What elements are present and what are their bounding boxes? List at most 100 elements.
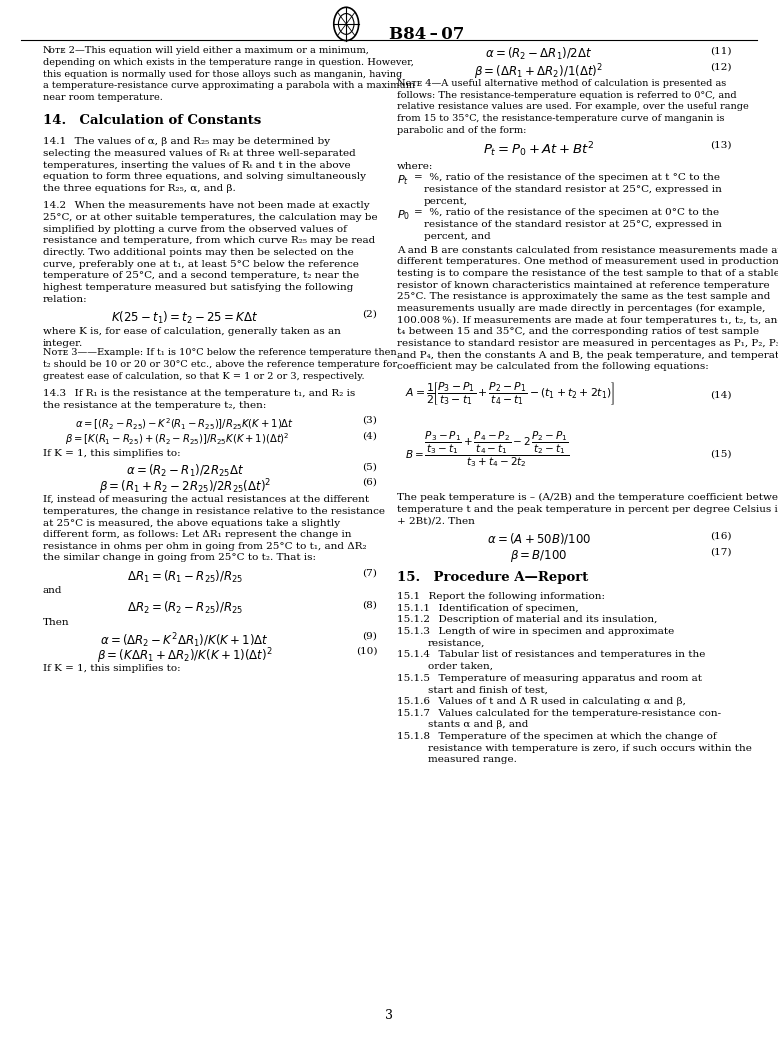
Text: B84 – 07: B84 – 07 [389,26,464,43]
Text: relative resistance values are used. For example, over the useful range: relative resistance values are used. For… [397,102,748,111]
Text: $K(25 - t_1) = t_2 - 25 = K\Delta t$: $K(25 - t_1) = t_2 - 25 = K\Delta t$ [111,310,259,326]
Text: temperature t and the peak temperature in percent per degree Celsius is (A: temperature t and the peak temperature i… [397,505,778,513]
Text: testing is to compare the resistance of the test sample to that of a stable: testing is to compare the resistance of … [397,269,778,278]
Text: (8): (8) [363,600,377,609]
Text: ᴏᴛᴇ 2—This equation will yield either a maximum or a minimum,: ᴏᴛᴇ 2—This equation will yield either a … [49,46,369,55]
Text: different temperatures. One method of measurement used in production: different temperatures. One method of me… [397,257,778,266]
Text: $P_0$: $P_0$ [397,208,410,222]
Text: $P_t = P_0 + At + Bt^2$: $P_t = P_0 + At + Bt^2$ [483,141,594,159]
Text: simplified by plotting a curve from the observed values of: simplified by plotting a curve from the … [43,225,347,234]
Text: $\alpha = (\Delta R_2 - K^2\Delta R_1)/K(K+1)\Delta t$: $\alpha = (\Delta R_2 - K^2\Delta R_1)/K… [100,632,269,651]
Text: (7): (7) [363,568,377,578]
Text: 14.3  If R₁ is the resistance at the temperature t₁, and R₂ is: 14.3 If R₁ is the resistance at the temp… [43,389,355,398]
Text: resistance of the standard resistor at 25°C, expressed in: resistance of the standard resistor at 2… [424,185,722,194]
Text: measurements usually are made directly in percentages (for example,: measurements usually are made directly i… [397,304,765,313]
Text: different form, as follows: Let ΔR₁ represent the change in: different form, as follows: Let ΔR₁ repr… [43,530,352,539]
Text: near room temperature.: near room temperature. [43,93,163,102]
Text: temperatures, the change in resistance relative to the resistance: temperatures, the change in resistance r… [43,507,385,516]
Text: resistance in ohms per ohm in going from 25°C to t₁, and ΔR₂: resistance in ohms per ohm in going from… [43,541,366,551]
Text: + 2Bt)/2. Then: + 2Bt)/2. Then [397,516,475,526]
Text: follows: The resistance-temperature equation is referred to 0°C, and: follows: The resistance-temperature equa… [397,91,737,100]
Text: 15.1.1  Identification of specimen,: 15.1.1 Identification of specimen, [397,604,578,613]
Text: resistance and temperature, from which curve R₂₅ may be read: resistance and temperature, from which c… [43,236,375,246]
Text: the similar change in going from 25°C to t₂. That is:: the similar change in going from 25°C to… [43,554,316,562]
Text: stants α and β, and: stants α and β, and [428,720,528,730]
Text: (14): (14) [710,390,731,399]
Text: $\beta = (K\Delta R_1 + \Delta R_2)/K(K+1)(\Delta t)^2$: $\beta = (K\Delta R_1 + \Delta R_2)/K(K+… [97,646,273,666]
Text: from 15 to 35°C, the resistance-temperature curve of manganin is: from 15 to 35°C, the resistance-temperat… [397,113,724,123]
Text: $\beta = (\Delta R_1 + \Delta R_2)/1(\Delta t)^2$: $\beta = (\Delta R_1 + \Delta R_2)/1(\De… [475,62,604,82]
Text: curve, preferably one at t₁, at least 5°C below the reference: curve, preferably one at t₁, at least 5°… [43,259,359,269]
Text: a temperature-resistance curve approximating a parabola with a maximum: a temperature-resistance curve approxima… [43,81,415,91]
Text: (15): (15) [710,450,731,459]
Text: If K = 1, this simplifies to:: If K = 1, this simplifies to: [43,449,180,458]
Text: $\beta = (R_1 + R_2 - 2R_{25})/2R_{25}(\Delta t)^2$: $\beta = (R_1 + R_2 - 2R_{25})/2R_{25}(\… [99,478,271,498]
Text: resistance with temperature is zero, if such occurs within the: resistance with temperature is zero, if … [428,743,752,753]
Text: resistance to standard resistor are measured in percentages as P₁, P₂, P₃,: resistance to standard resistor are meas… [397,339,778,348]
Text: 25°C. The resistance is approximately the same as the test sample and: 25°C. The resistance is approximately th… [397,293,770,301]
Text: equation to form three equations, and solving simultaneously: equation to form three equations, and so… [43,172,366,181]
Text: temperature of 25°C, and a second temperature, t₂ near the: temperature of 25°C, and a second temper… [43,272,359,280]
Text: resistor of known characteristics maintained at reference temperature: resistor of known characteristics mainta… [397,281,769,289]
Text: resistance of the standard resistor at 25°C, expressed in: resistance of the standard resistor at 2… [424,220,722,229]
Text: 15.1.3  Length of wire in specimen and approximate: 15.1.3 Length of wire in specimen and ap… [397,627,674,636]
Text: $\Delta R_1 = (R_1 - R_{25})/R_{25}$: $\Delta R_1 = (R_1 - R_{25})/R_{25}$ [127,568,243,585]
Text: 100.008 %). If measurements are made at four temperatures t₁, t₂, t₃, and: 100.008 %). If measurements are made at … [397,315,778,325]
Text: (16): (16) [710,531,731,540]
Text: and P₄, then the constants A and B, the peak temperature, and temperature: and P₄, then the constants A and B, the … [397,351,778,359]
Text: 14.1  The values of α, β and R₂₅ may be determined by: 14.1 The values of α, β and R₂₅ may be d… [43,137,330,147]
Text: and: and [43,586,62,595]
Text: $\Delta R_2 = (R_2 - R_{25})/R_{25}$: $\Delta R_2 = (R_2 - R_{25})/R_{25}$ [127,600,243,616]
Text: (12): (12) [710,62,731,72]
Text: $A = \dfrac{1}{2}\!\left[\dfrac{P_3 - P_1}{t_3 - t_1} + \dfrac{P_2 - P_1}{t_4 - : $A = \dfrac{1}{2}\!\left[\dfrac{P_3 - P_… [405,380,615,407]
Text: integer.: integer. [43,339,83,348]
Text: temperatures, inserting the values of Rₜ and t in the above: temperatures, inserting the values of Rₜ… [43,160,350,170]
Text: 15.1.6  Values of t and Δ R used in calculating α and β,: 15.1.6 Values of t and Δ R used in calcu… [397,696,685,706]
Text: this equation is normally used for those alloys such as manganin, having: this equation is normally used for those… [43,70,402,79]
Text: where:: where: [397,161,433,171]
Text: 15.1.5  Temperature of measuring apparatus and room at: 15.1.5 Temperature of measuring apparatu… [397,674,702,683]
Text: (5): (5) [363,462,377,472]
Text: $\alpha = (A+50B)/100$: $\alpha = (A+50B)/100$ [487,531,591,547]
Text: directly. Two additional points may then be selected on the: directly. Two additional points may then… [43,248,353,257]
Text: highest temperature measured but satisfying the following: highest temperature measured but satisfy… [43,283,353,293]
Text: 15.1.7  Values calculated for the temperature-resistance con-: 15.1.7 Values calculated for the tempera… [397,709,721,717]
Text: $\beta = [K(R_1 - R_{25}) + (R_2 - R_{25})]/R_{25}K(K+1)(\Delta t)^2$: $\beta = [K(R_1 - R_{25}) + (R_2 - R_{25… [65,431,289,447]
Text: order taken,: order taken, [428,662,493,671]
Text: percent,: percent, [424,197,468,206]
Text: Then: Then [43,617,69,627]
Text: N: N [43,46,51,55]
Text: Nᴏᴛᴇ 4—A useful alternative method of calculation is presented as: Nᴏᴛᴇ 4—A useful alternative method of ca… [397,79,726,88]
Text: measured range.: measured range. [428,755,517,764]
Text: t₂ should be 10 or 20 or 30°C etc., above the reference temperature for: t₂ should be 10 or 20 or 30°C etc., abov… [43,360,397,369]
Text: 15.1  Report the following information:: 15.1 Report the following information: [397,592,605,601]
Text: (17): (17) [710,548,731,557]
Text: $\alpha = (R_2 - \Delta R_1)/2\Delta t$: $\alpha = (R_2 - \Delta R_1)/2\Delta t$ [485,46,593,62]
Text: $B = \dfrac{\dfrac{P_3-P_1}{t_3-t_1}+\dfrac{P_4-P_2}{t_4-t_1}-2\,\dfrac{P_2-P_1}: $B = \dfrac{\dfrac{P_3-P_1}{t_3-t_1}+\df… [405,429,569,468]
Text: $\alpha = [(R_2 - R_{25}) - K^2(R_1 - R_{25})]/R_{25}K(K+1)\Delta t$: $\alpha = [(R_2 - R_{25}) - K^2(R_1 - R_… [75,416,294,432]
Text: at 25°C is measured, the above equations take a slightly: at 25°C is measured, the above equations… [43,518,340,528]
Text: 15.1.8  Temperature of the specimen at which the change of: 15.1.8 Temperature of the specimen at wh… [397,732,717,741]
Text: selecting the measured values of Rₜ at three well-separated: selecting the measured values of Rₜ at t… [43,149,356,158]
Text: (4): (4) [363,431,377,440]
Text: percent, and: percent, and [424,232,491,240]
Text: (3): (3) [363,416,377,425]
Text: (9): (9) [363,632,377,640]
Text: 15.1.4  Tabular list of resistances and temperatures in the: 15.1.4 Tabular list of resistances and t… [397,651,705,659]
Text: A and B are constants calculated from resistance measurements made at: A and B are constants calculated from re… [397,246,778,255]
Text: 25°C, or at other suitable temperatures, the calculation may be: 25°C, or at other suitable temperatures,… [43,213,377,222]
Text: If K = 1, this simplifies to:: If K = 1, this simplifies to: [43,664,180,674]
Text: t₄ between 15 and 35°C, and the corresponding ratios of test sample: t₄ between 15 and 35°C, and the correspo… [397,327,759,336]
Text: (10): (10) [356,646,377,656]
Text: coefficient may be calculated from the following equations:: coefficient may be calculated from the f… [397,362,709,372]
Text: =  %, ratio of the resistance of the specimen at t °C to the: = %, ratio of the resistance of the spec… [414,174,720,182]
Text: (2): (2) [363,310,377,319]
Text: parabolic and of the form:: parabolic and of the form: [397,126,526,134]
Text: (6): (6) [363,478,377,487]
Text: start and finish of test,: start and finish of test, [428,685,548,694]
Text: 3: 3 [385,1010,393,1022]
Text: 15.1.2  Description of material and its insulation,: 15.1.2 Description of material and its i… [397,615,657,625]
Text: the three equations for R₂₅, α, and β.: the three equations for R₂₅, α, and β. [43,184,236,193]
Text: resistance,: resistance, [428,638,485,648]
Text: 14.  Calculation of Constants: 14. Calculation of Constants [43,113,261,127]
